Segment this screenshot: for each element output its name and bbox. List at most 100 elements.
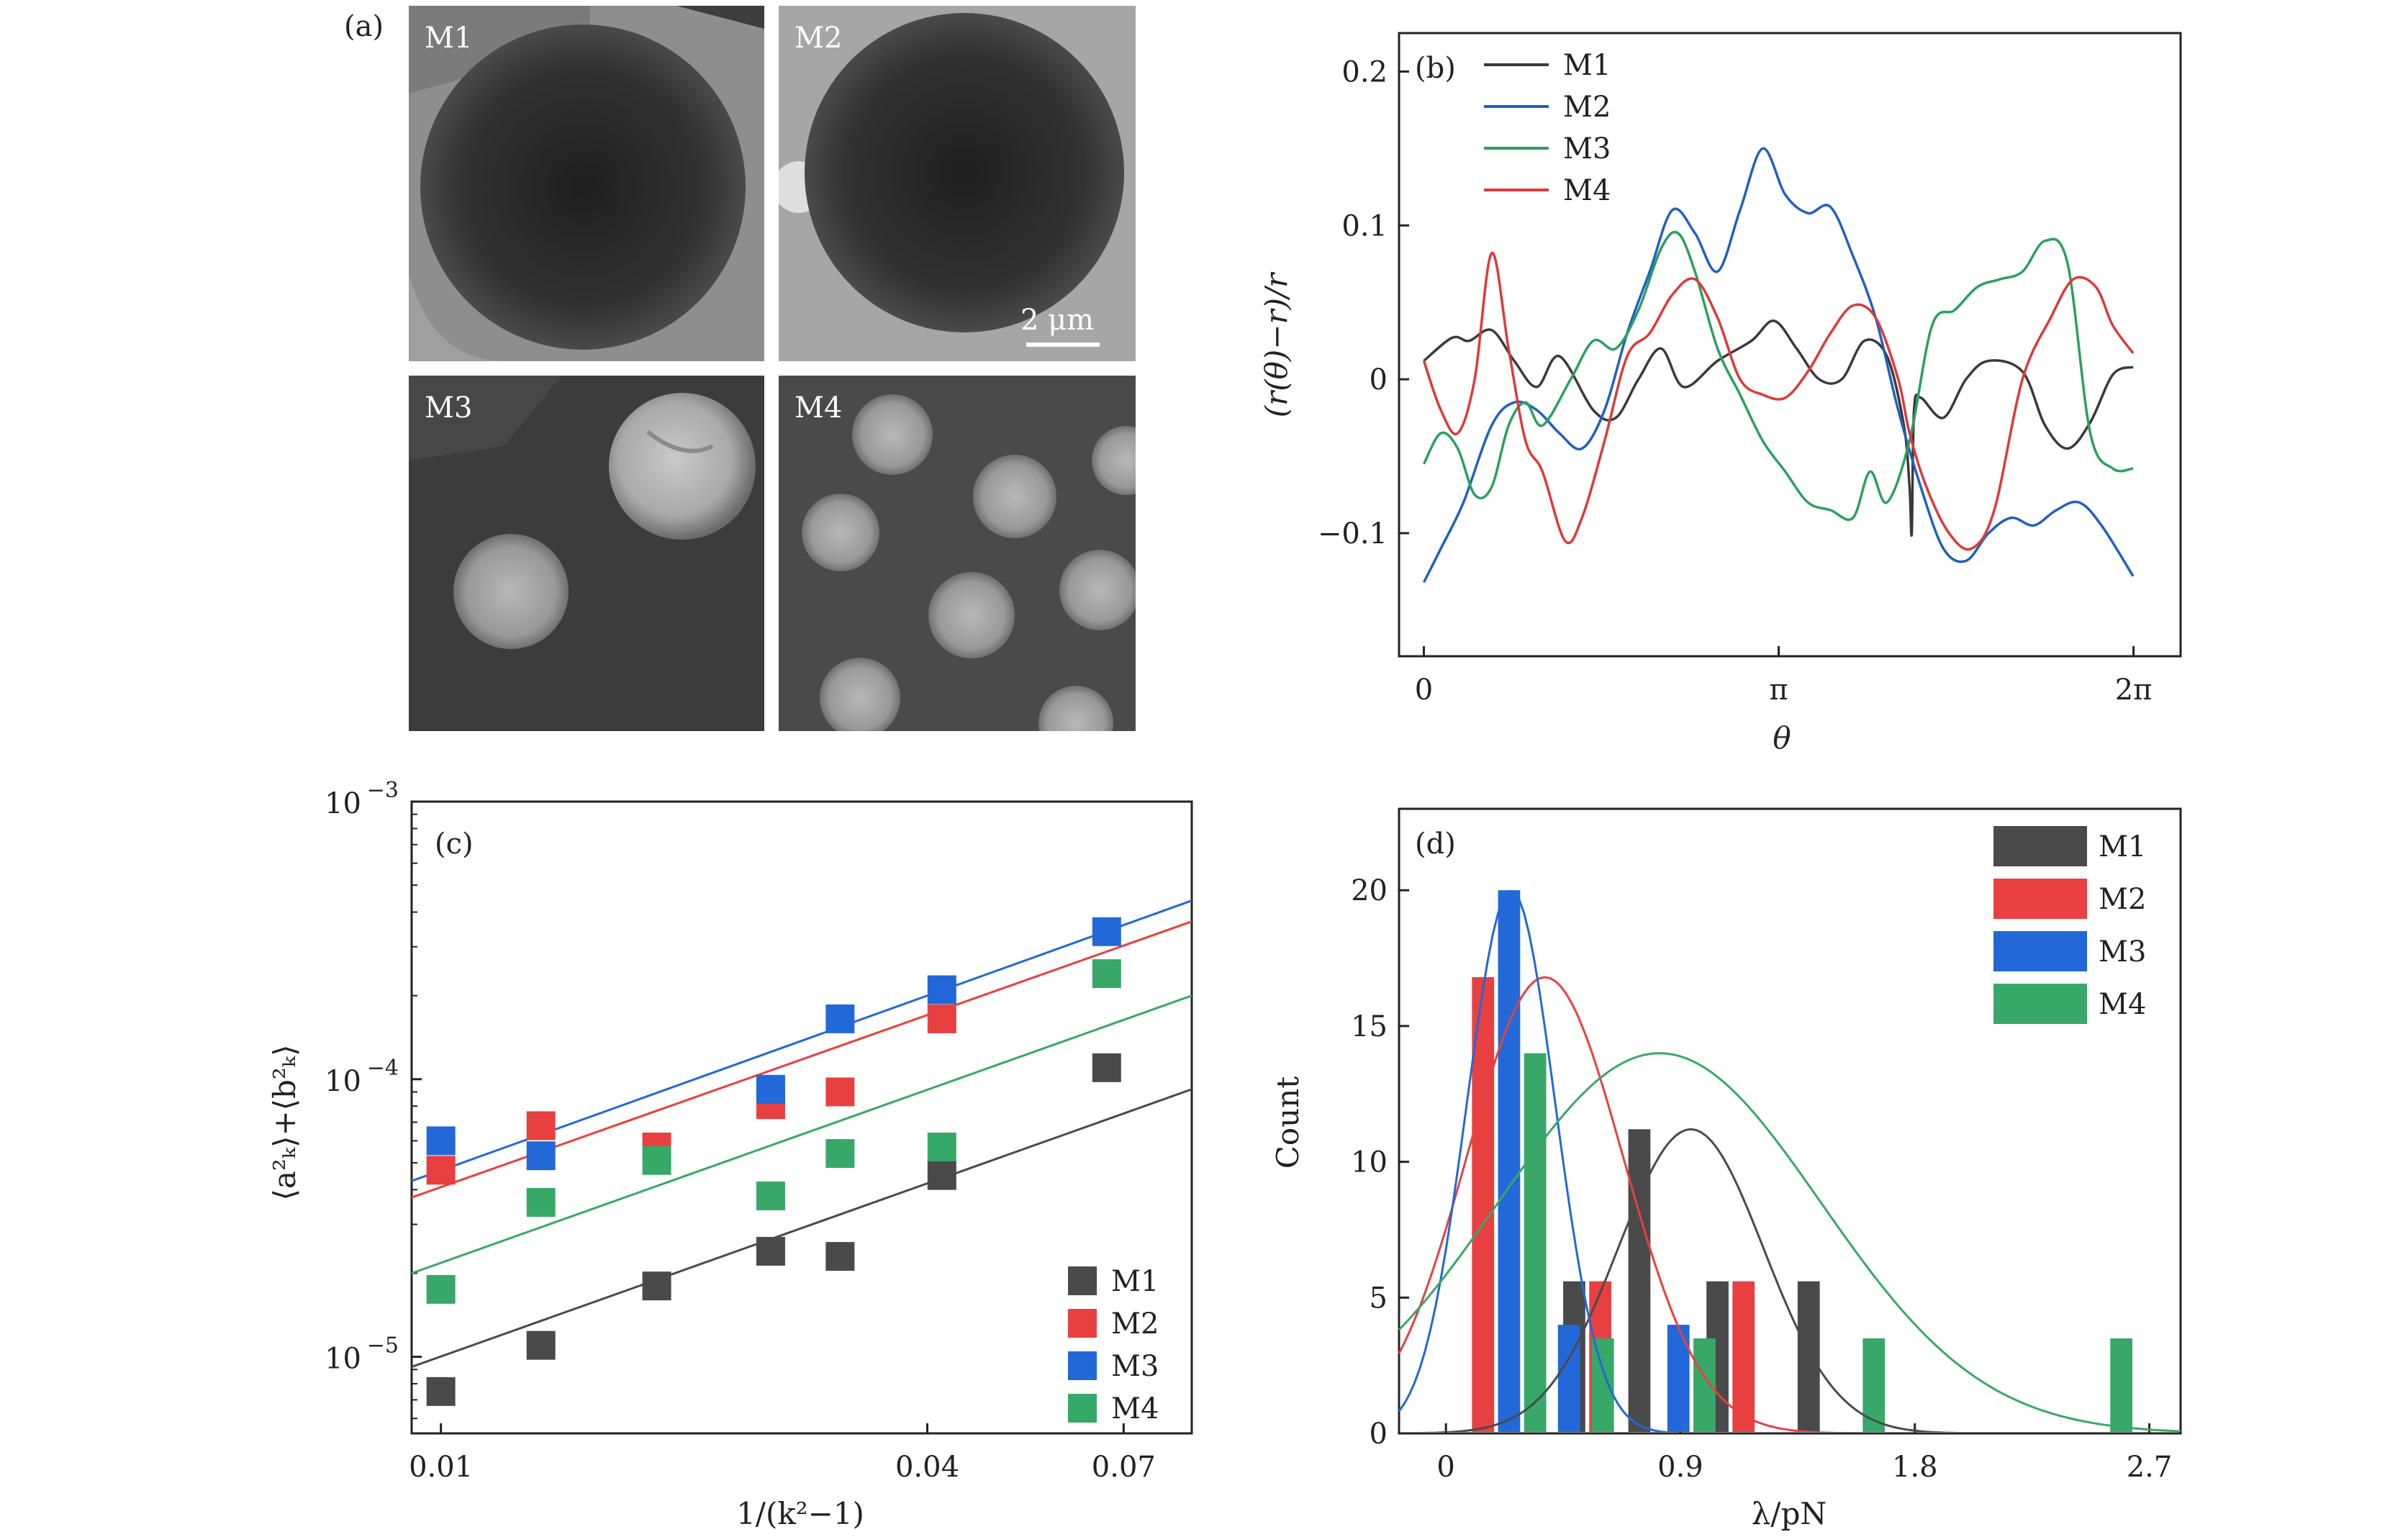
panel-c-y-tick-label: 10 (325, 1343, 361, 1376)
panel-c-label: (c) (435, 828, 474, 861)
panel-c-point-m1 (642, 1271, 671, 1301)
panel-d-bar-m4 (1591, 1338, 1614, 1432)
panel-d-x-tick-label: 0.9 (1657, 1451, 1703, 1484)
panel-c-point-m3 (756, 1074, 785, 1104)
panel-a-label: (a) (344, 10, 384, 43)
panel-b-y-tick-label: 0.2 (1341, 55, 1388, 89)
panel-d-x-label: λ/pN (1752, 1496, 1827, 1531)
panel-c-y-tick-exponent: −4 (367, 1056, 399, 1081)
panel-c-plot-area (411, 899, 1192, 1406)
panel-c-point-m4 (756, 1181, 785, 1210)
panel-d-plot-area (1398, 890, 2181, 1432)
panel-b-series-m3 (1422, 230, 2134, 521)
panel-c-point-m2 (526, 1111, 556, 1141)
panel-b-y-tick-label: 0 (1370, 363, 1388, 396)
panel-d-y-tick-label: 0 (1370, 1418, 1388, 1451)
panel-d-legend-swatch (1993, 931, 2087, 971)
panel-d-x-tick-label: 0 (1436, 1451, 1454, 1484)
panel-c-point-m4 (426, 1274, 456, 1304)
panel-c-point-m1 (756, 1236, 785, 1266)
panel-c-point-m3 (1092, 917, 1121, 946)
panel-d-fit-m3 (1398, 890, 1681, 1432)
panel-d-fit-m2 (1398, 976, 1842, 1432)
panel-d-legend-swatch (1993, 984, 2087, 1024)
panel-d-x-tick-label: 1.8 (1892, 1451, 1938, 1484)
panel-c-point-m4 (825, 1139, 855, 1169)
panel-d-legend-label: M4 (2099, 988, 2146, 1021)
panel-c-legend-swatch (1068, 1351, 1097, 1380)
panel-d-legend-label: M3 (2099, 935, 2146, 969)
panel-d-legend-swatch (1993, 879, 2087, 919)
panel-c-legend-swatch (1068, 1309, 1097, 1338)
panel-c-x-tick-label: 0.04 (895, 1451, 959, 1484)
panel-c-point-m2 (825, 1077, 855, 1107)
panel-c-x-tick-label: 0.07 (1092, 1451, 1156, 1484)
panel-c-point-m2 (927, 1004, 956, 1033)
panel-d-bar-m3 (1498, 890, 1521, 1432)
panel-d-label: (d) (1415, 828, 1456, 861)
panel-b-series-m1 (1423, 319, 2134, 537)
scale-bar-label: 2 μm (1020, 304, 1094, 337)
panel-b-legend-label: M1 (1563, 49, 1611, 82)
panel-c-point-m3 (825, 1004, 855, 1033)
panel-c-fit-m4 (411, 994, 1192, 1274)
panel-d-bar-m1 (1628, 1129, 1651, 1432)
panel-b-legend-label: M4 (1563, 174, 1611, 207)
panel-d-bar-m2 (1472, 976, 1495, 1432)
panel-c-legend-label: M2 (1111, 1307, 1159, 1341)
panel-b-axes: 0 π 2π −0.1 0 0.1 0.2 (1318, 55, 2153, 707)
panel-d-bar-m2 (1732, 1281, 1755, 1432)
panel-c-point-m4 (927, 1132, 956, 1161)
panel-b-frame (1398, 32, 2182, 658)
panel-d-y-label: Count (1270, 1076, 1305, 1169)
panel-c-fit-m1 (411, 1088, 1192, 1369)
panel-b-legend-label: M3 (1563, 132, 1611, 166)
panel-d-bar-m3 (1667, 1325, 1690, 1432)
scale-bar (1026, 343, 1100, 347)
panel-d-axes: 0 0.9 1.8 2.7 0 5 10 15 20 (1351, 874, 2172, 1484)
panel-b-y-tick-label: −0.1 (1318, 517, 1388, 550)
panel-c-point-m1 (426, 1377, 456, 1406)
panel-c-point-m1 (927, 1161, 956, 1190)
micrograph-m4: M4 (779, 376, 1136, 731)
panel-c-legend-swatch (1068, 1266, 1097, 1295)
panel-c-frame (410, 800, 1193, 1435)
panel-d-bar-m4 (1524, 1053, 1547, 1432)
panel-c-y-tick-exponent: −5 (367, 1333, 399, 1359)
micrograph-m3: M3 (409, 376, 764, 731)
panel-c-point-m3 (526, 1141, 556, 1171)
panel-d-legend-swatch (1993, 826, 2087, 866)
panel-d-bar-m4 (2110, 1338, 2133, 1432)
panel-c-x-label: 1/(k²−1) (736, 1496, 864, 1531)
panel-c-point-m1 (1092, 1053, 1121, 1082)
panel-d-frame (1398, 807, 2182, 1435)
micrograph-m1: M1 (409, 6, 764, 361)
panel-c-y-tick-exponent: −3 (367, 778, 399, 803)
panel-b-x-tick-label: π (1769, 674, 1788, 707)
panel-d: (d) 0 0.9 1.8 2.7 0 5 10 15 20 M1 M2 M3 M4 λ/pN Cou… (1270, 807, 2182, 1531)
panel-c-x-tick-label: 0.01 (409, 1451, 473, 1484)
micrograph-m2-label: M2 (795, 22, 842, 55)
micrograph-m4-label: M4 (795, 391, 842, 425)
panel-d-x-tick-label: 2.7 (2127, 1451, 2173, 1484)
panel-b-series-m2 (1422, 147, 2135, 584)
panel-d-y-tick-label: 10 (1351, 1146, 1388, 1179)
panel-b-x-label: θ (1773, 720, 1791, 756)
panel-d-legend-label: M1 (2099, 830, 2146, 863)
panel-c-point-m3 (426, 1126, 456, 1156)
panel-d-y-tick-label: 20 (1351, 874, 1388, 907)
panel-c-legend: M1 M2 M3 M4 (1068, 1265, 1159, 1425)
panel-b-label: (b) (1415, 52, 1456, 85)
panel-c-point-m4 (642, 1146, 671, 1175)
panel-b-x-tick-label: 0 (1415, 674, 1433, 707)
panel-d-legend: M1 M2 M3 M4 (1993, 826, 2146, 1024)
panel-b-y-tick-label: 0.1 (1341, 209, 1388, 242)
panel-c-point-m1 (526, 1330, 556, 1360)
panel-b-plot-area (1422, 147, 2135, 584)
panel-c-point-m2 (426, 1156, 456, 1185)
panel-c-y-tick-label: 10 (325, 787, 361, 820)
panel-c-y-label: ⟨a²ₖ⟩+⟨b²ₖ⟩ (267, 1045, 302, 1201)
panel-d-legend-label: M2 (2099, 883, 2146, 916)
